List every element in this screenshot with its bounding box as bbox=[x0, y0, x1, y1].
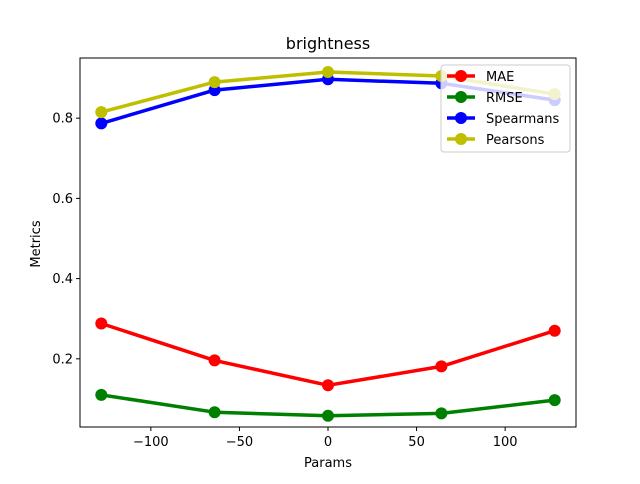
x-tick-label: 50 bbox=[408, 435, 425, 450]
data-point-mae bbox=[322, 379, 334, 392]
data-point-mae bbox=[95, 317, 108, 330]
legend: MAE RMSE Spearmans Pearsons bbox=[440, 64, 571, 153]
data-point-mae bbox=[548, 324, 561, 337]
legend-marker-rmse bbox=[455, 91, 467, 103]
x-tick-label: 0 bbox=[324, 435, 332, 450]
legend-label-spearmans: Spearmans bbox=[486, 112, 559, 127]
data-point-rmse bbox=[435, 407, 448, 420]
legend-label-pearsons: Pearsons bbox=[486, 133, 545, 148]
y-axis-label: Metrics bbox=[29, 220, 44, 267]
data-point-rmse bbox=[95, 388, 108, 401]
data-point-rmse bbox=[208, 406, 221, 419]
data-point-rmse bbox=[548, 394, 561, 407]
plot-area-frame bbox=[79, 57, 577, 428]
x-tick-label: −50 bbox=[226, 435, 253, 450]
legend-marker-mae bbox=[455, 70, 467, 82]
data-point-spearmans bbox=[95, 117, 108, 130]
data-point-mae bbox=[208, 354, 221, 367]
x-axis-ticks: −100 −50 0 50 100 bbox=[133, 427, 518, 450]
x-tick-label: −100 bbox=[133, 435, 169, 450]
legend-marker-spearmans bbox=[455, 112, 467, 124]
y-tick-label: 0.2 bbox=[52, 352, 73, 367]
legend-label-mae: MAE bbox=[486, 70, 514, 85]
x-tick-label: 100 bbox=[493, 435, 518, 450]
y-tick-label: 0.4 bbox=[52, 272, 73, 287]
data-point-mae bbox=[435, 360, 448, 373]
chart-title: brightness bbox=[286, 34, 370, 53]
legend-box bbox=[440, 64, 571, 153]
data-point-pearsons bbox=[322, 66, 334, 78]
data-point-pearsons bbox=[95, 106, 108, 119]
x-axis-label: Params bbox=[304, 456, 352, 471]
data-point-rmse bbox=[322, 409, 334, 422]
y-tick-label: 0.6 bbox=[52, 192, 73, 207]
data-point-pearsons bbox=[208, 76, 221, 89]
y-tick-label: 0.8 bbox=[52, 112, 73, 127]
y-axis-ticks: 0.2 0.4 0.6 0.8 bbox=[52, 112, 80, 367]
legend-label-rmse: RMSE bbox=[486, 91, 523, 106]
legend-marker-pearsons bbox=[455, 133, 467, 145]
